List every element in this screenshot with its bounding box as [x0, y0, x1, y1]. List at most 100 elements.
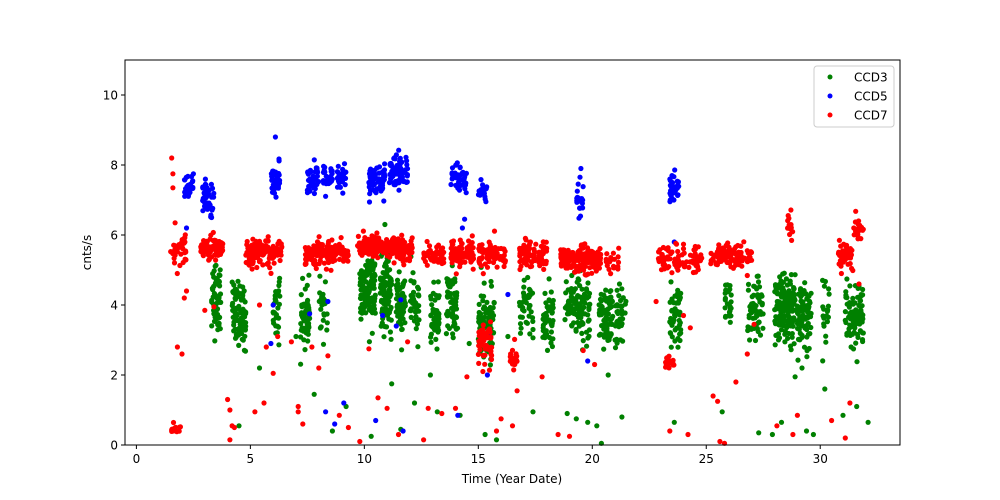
data-point-ccd5: [669, 180, 676, 186]
data-point-ccd7: [669, 249, 675, 255]
data-point-ccd7: [839, 252, 845, 258]
data-point-ccd7: [566, 433, 573, 439]
data-point-ccd5: [323, 409, 329, 415]
data-point-ccd5: [575, 181, 581, 187]
data-point-ccd3: [573, 416, 579, 422]
data-point-ccd3: [562, 317, 568, 323]
data-point-ccd3: [802, 323, 808, 329]
data-point-ccd3: [212, 263, 218, 269]
data-point-ccd7: [664, 360, 670, 366]
data-point-ccd3: [276, 288, 282, 294]
data-point-ccd3: [413, 326, 419, 332]
data-point-ccd5: [392, 156, 398, 162]
data-point-ccd3: [389, 381, 395, 387]
data-point-ccd5: [208, 181, 214, 187]
data-point-ccd5: [675, 179, 682, 185]
data-point-ccd7: [464, 374, 470, 380]
data-point-ccd7: [265, 261, 271, 267]
data-point-ccd3: [450, 331, 456, 337]
data-point-ccd7: [391, 260, 397, 266]
data-point-ccd3: [569, 296, 575, 302]
legend-label-ccd7: CCD7: [854, 109, 888, 123]
data-point-ccd7: [710, 393, 716, 399]
data-point-ccd3: [235, 278, 241, 284]
data-point-ccd3: [840, 412, 846, 418]
data-point-ccd5: [190, 178, 196, 184]
data-point-ccd5: [402, 167, 408, 173]
data-point-ccd7: [717, 258, 723, 265]
data-point-ccd7: [270, 370, 276, 376]
data-point-ccd7: [478, 263, 484, 269]
data-point-ccd7: [582, 263, 589, 269]
data-point-ccd3: [790, 290, 796, 296]
data-point-ccd3: [410, 300, 416, 306]
data-point-ccd3: [609, 303, 615, 310]
data-point-ccd3: [745, 281, 752, 287]
data-point-ccd7: [379, 241, 385, 247]
data-point-ccd5: [366, 199, 373, 205]
data-point-ccd7: [479, 254, 485, 261]
data-point-ccd7: [509, 347, 516, 353]
data-point-ccd3: [481, 280, 487, 286]
data-point-ccd5: [204, 185, 210, 191]
data-point-ccd5: [388, 160, 394, 167]
data-point-ccd7: [710, 256, 716, 262]
legend-item-ccd5: CCD5: [827, 90, 888, 104]
data-point-ccd5: [270, 302, 276, 308]
data-point-ccd3: [669, 334, 675, 340]
data-point-ccd7: [612, 264, 618, 270]
legend-label-ccd3: CCD3: [854, 71, 888, 85]
data-point-ccd7: [388, 247, 394, 253]
data-point-ccd3: [803, 428, 810, 434]
data-point-ccd7: [726, 244, 732, 250]
data-point-ccd3: [412, 309, 419, 315]
data-point-ccd7: [174, 270, 180, 277]
data-point-ccd3: [358, 276, 364, 282]
data-point-ccd7: [487, 319, 494, 325]
data-point-ccd7: [340, 258, 347, 264]
data-point-ccd3: [615, 310, 621, 317]
data-point-ccd7: [851, 232, 857, 238]
data-point-ccd5: [505, 291, 511, 298]
data-point-ccd3: [520, 305, 526, 311]
data-point-ccd3: [544, 313, 550, 319]
data-point-ccd3: [579, 330, 585, 336]
data-point-ccd5: [323, 193, 329, 199]
data-point-ccd3: [842, 309, 849, 315]
data-point-ccd3: [755, 279, 762, 285]
data-point-ccd7: [177, 424, 183, 430]
data-point-ccd3: [487, 315, 493, 321]
data-point-ccd3: [548, 289, 554, 295]
data-point-ccd7: [738, 249, 744, 256]
data-point-ccd3: [429, 302, 435, 308]
data-point-ccd3: [724, 282, 731, 288]
data-point-ccd3: [410, 296, 417, 302]
data-point-ccd7: [453, 271, 459, 277]
data-point-ccd5: [381, 167, 388, 173]
data-point-ccd3: [758, 292, 765, 298]
data-point-ccd7: [686, 264, 692, 270]
data-point-ccd7: [728, 264, 734, 270]
data-point-ccd7: [787, 231, 793, 238]
data-point-ccd7: [208, 245, 214, 251]
data-point-ccd5: [374, 186, 380, 192]
data-point-ccd7: [261, 400, 267, 406]
data-point-ccd7: [669, 270, 675, 276]
data-point-ccd3: [728, 292, 734, 298]
data-point-ccd7: [325, 353, 331, 359]
data-point-ccd7: [227, 437, 233, 443]
data-point-ccd3: [488, 283, 495, 289]
data-point-ccd7: [271, 260, 277, 266]
data-point-ccd5: [483, 199, 489, 205]
data-point-ccd7: [469, 257, 475, 263]
data-point-ccd3: [844, 276, 850, 282]
data-point-ccd5: [311, 190, 317, 197]
data-point-ccd3: [670, 307, 676, 313]
data-point-ccd3: [369, 330, 375, 336]
data-point-ccd7: [502, 248, 508, 254]
data-point-ccd7: [227, 407, 233, 413]
data-point-ccd3: [242, 309, 248, 315]
data-point-ccd7: [846, 254, 852, 260]
data-point-ccd3: [790, 323, 796, 329]
data-point-ccd7: [615, 254, 621, 260]
